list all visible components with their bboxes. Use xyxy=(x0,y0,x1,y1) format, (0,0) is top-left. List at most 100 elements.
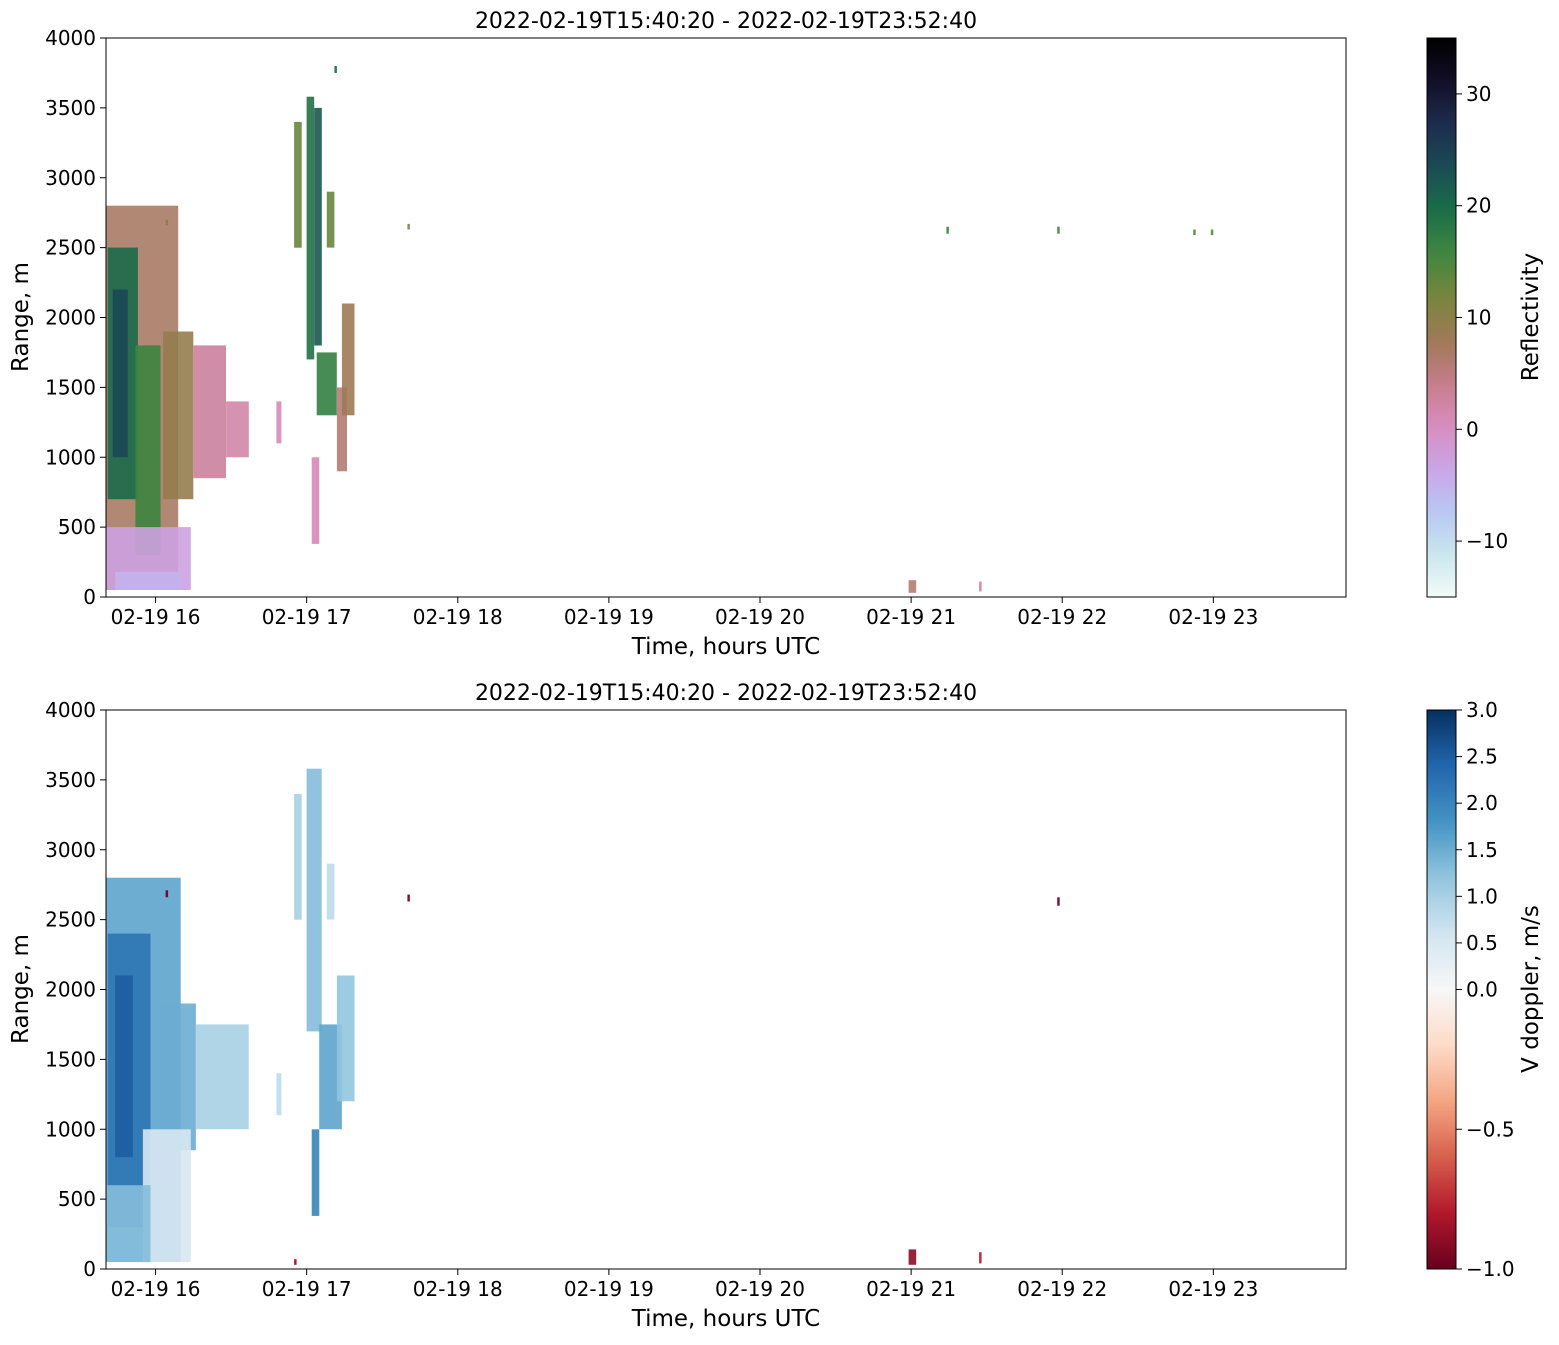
doppler-data-region xyxy=(195,1024,249,1130)
doppler-colorbar-tick-label: 1.5 xyxy=(1466,838,1498,862)
doppler-data-region xyxy=(311,1129,320,1216)
reflectivity-x-tick-label: 02-19 19 xyxy=(564,605,654,629)
doppler-x-tick-label: 02-19 19 xyxy=(564,1277,654,1301)
doppler-colorbar-ticks: −1.0 −0.5 0.0 0.5 1.0 1.5 2.0 2.5 3.0 xyxy=(1456,698,1515,1281)
reflectivity-data-region xyxy=(276,401,282,444)
doppler-data-region xyxy=(106,1185,151,1263)
reflectivity-data-region xyxy=(326,191,335,248)
reflectivity-colorbar-tick-label: 0 xyxy=(1466,417,1479,441)
doppler-colorbar-tick-label: −0.5 xyxy=(1466,1117,1515,1141)
doppler-colorbar xyxy=(1426,709,1457,1270)
reflectivity-data-region xyxy=(334,66,337,73)
doppler-colorbar-tick-label: 1.0 xyxy=(1466,884,1498,908)
doppler-y-tick-label: 2000 xyxy=(45,978,96,1002)
doppler-colorbar-tick-label: 0.0 xyxy=(1466,978,1498,1002)
doppler-data-region xyxy=(115,975,133,1158)
doppler-data-region xyxy=(319,1024,342,1130)
reflectivity-data-region xyxy=(135,345,161,555)
reflectivity-title: 2022-02-19T15:40:20 - 2022-02-19T23:52:4… xyxy=(475,9,977,34)
reflectivity-x-ticks: 02-19 16 02-19 17 02-19 18 02-19 19 02-19 20… xyxy=(111,597,1258,629)
reflectivity-data-region xyxy=(294,121,302,248)
reflectivity-x-tick-label: 02-19 23 xyxy=(1168,605,1258,629)
reflectivity-y-tick-label: 4000 xyxy=(45,26,96,50)
doppler-data-region xyxy=(407,894,410,902)
reflectivity-data-region xyxy=(336,387,347,472)
reflectivity-data-region xyxy=(979,581,982,592)
reflectivity-colorbar-tick-label: 30 xyxy=(1466,82,1491,106)
doppler-data-region xyxy=(1057,897,1060,906)
doppler-y-tick-label: 3500 xyxy=(45,768,96,792)
doppler-y-tick-label: 0 xyxy=(83,1257,96,1281)
doppler-data-region xyxy=(979,1252,982,1264)
doppler-data-region xyxy=(326,863,335,920)
reflectivity-y-tick-label: 3500 xyxy=(45,96,96,120)
doppler-x-tick-label: 02-19 16 xyxy=(111,1277,201,1301)
doppler-y-tick-label: 3000 xyxy=(45,838,96,862)
reflectivity-colorbar-tick-label: −10 xyxy=(1466,529,1508,553)
reflectivity-x-tick-label: 02-19 21 xyxy=(866,605,956,629)
reflectivity-colorbar-label: Reflectivity xyxy=(1518,253,1544,381)
reflectivity-x-tick-label: 02-19 22 xyxy=(1017,605,1107,629)
reflectivity-data-region xyxy=(341,303,355,416)
doppler-data-region xyxy=(294,1259,297,1265)
reflectivity-y-label: Range, m xyxy=(8,262,34,372)
doppler-data-region xyxy=(276,1073,282,1116)
doppler-colorbar-tick-label: 2.5 xyxy=(1466,745,1498,769)
doppler-data-region xyxy=(160,1003,196,1151)
reflectivity-colorbar-tick-label: 10 xyxy=(1466,306,1491,330)
reflectivity-x-tick-label: 02-19 16 xyxy=(111,605,201,629)
doppler-panel: 2022-02-19T15:40:20 - 2022-02-19T23:52:4… xyxy=(8,681,1544,1332)
reflectivity-data-region xyxy=(112,289,128,458)
reflectivity-axes-frame xyxy=(105,37,1347,598)
reflectivity-data-region xyxy=(163,331,194,500)
doppler-x-tick-label: 02-19 23 xyxy=(1168,1277,1258,1301)
reflectivity-data-region xyxy=(1193,229,1196,236)
doppler-data-region xyxy=(908,1249,917,1265)
doppler-plot-area xyxy=(106,768,1060,1265)
reflectivity-data-region xyxy=(165,219,169,226)
reflectivity-data-region xyxy=(407,223,410,230)
doppler-y-tick-label: 4000 xyxy=(45,698,96,722)
reflectivity-y-ticks: 0 500 1000 1500 2000 2500 3000 3500 4000 xyxy=(45,26,106,609)
doppler-data-region xyxy=(294,793,302,920)
reflectivity-plot-area xyxy=(106,66,1214,593)
reflectivity-x-tick-label: 02-19 18 xyxy=(413,605,503,629)
reflectivity-data-region xyxy=(115,571,181,590)
doppler-colorbar-tick-label: −1.0 xyxy=(1466,1257,1515,1281)
reflectivity-y-tick-label: 1500 xyxy=(45,375,96,399)
doppler-y-tick-label: 1000 xyxy=(45,1117,96,1141)
reflectivity-data-region xyxy=(908,580,917,593)
reflectivity-data-region xyxy=(226,401,249,458)
reflectivity-x-tick-label: 02-19 20 xyxy=(715,605,805,629)
reflectivity-colorbar xyxy=(1426,37,1457,598)
reflectivity-data-region xyxy=(946,226,949,234)
reflectivity-x-tick-label: 02-19 17 xyxy=(262,605,352,629)
doppler-y-ticks: 0 500 1000 1500 2000 2500 3000 3500 4000 xyxy=(45,698,106,1281)
doppler-colorbar-tick-label: 3.0 xyxy=(1466,698,1498,722)
reflectivity-data-region xyxy=(193,345,226,479)
doppler-colorbar-label: V doppler, m/s xyxy=(1518,905,1544,1073)
reflectivity-data-region xyxy=(1210,229,1214,236)
reflectivity-data-region xyxy=(316,352,337,416)
reflectivity-colorbar-ticks: −10 0 10 20 30 xyxy=(1456,82,1508,553)
doppler-y-tick-label: 1500 xyxy=(45,1047,96,1071)
reflectivity-x-label: Time, hours UTC xyxy=(631,634,820,660)
doppler-title: 2022-02-19T15:40:20 - 2022-02-19T23:52:4… xyxy=(475,681,977,706)
doppler-colorbar-tick-label: 0.5 xyxy=(1466,931,1498,955)
doppler-x-tick-label: 02-19 22 xyxy=(1017,1277,1107,1301)
reflectivity-colorbar-tick-label: 20 xyxy=(1466,194,1491,218)
doppler-x-tick-label: 02-19 21 xyxy=(866,1277,956,1301)
doppler-y-tick-label: 2500 xyxy=(45,908,96,932)
doppler-x-ticks: 02-19 16 02-19 17 02-19 18 02-19 19 02-19 20… xyxy=(111,1269,1258,1301)
doppler-x-tick-label: 02-19 20 xyxy=(715,1277,805,1301)
reflectivity-y-tick-label: 1000 xyxy=(45,445,96,469)
doppler-x-tick-label: 02-19 17 xyxy=(262,1277,352,1301)
reflectivity-data-region xyxy=(1057,226,1060,234)
doppler-colorbar-tick-label: 2.0 xyxy=(1466,791,1498,815)
doppler-x-tick-label: 02-19 18 xyxy=(413,1277,503,1301)
doppler-y-tick-label: 500 xyxy=(58,1187,96,1211)
doppler-data-region xyxy=(306,768,322,1032)
reflectivity-panel: 2022-02-19T15:40:20 - 2022-02-19T23:52:4… xyxy=(8,9,1544,660)
reflectivity-y-tick-label: 3000 xyxy=(45,166,96,190)
